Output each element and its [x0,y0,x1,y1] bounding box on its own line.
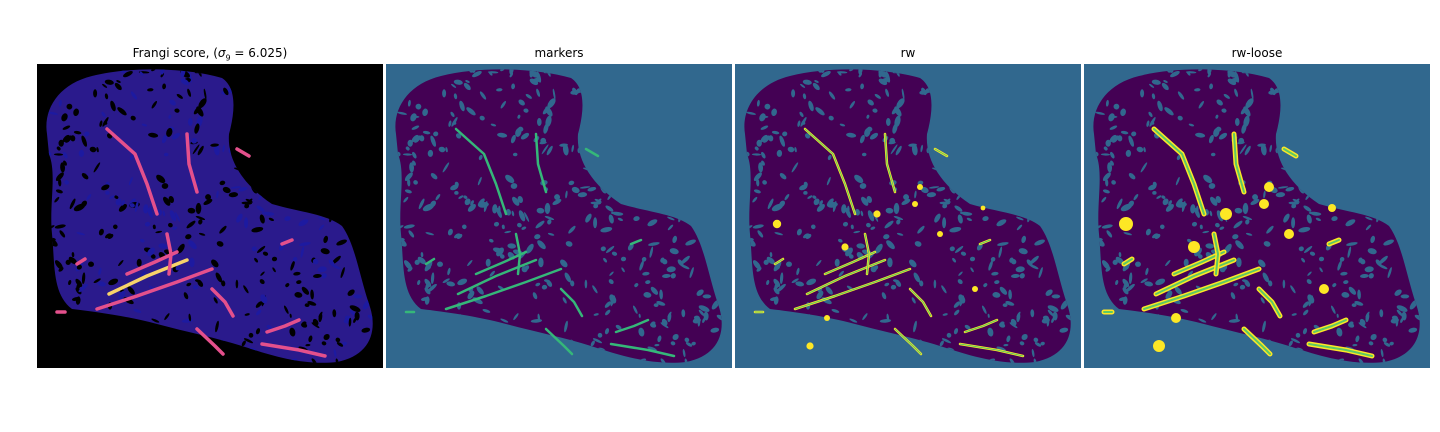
vessel-blob [912,201,918,207]
vessel-blob [772,219,782,229]
frangi-score-image [37,64,383,368]
vessel-segment [75,257,87,266]
vessel-segment-core [959,343,1024,357]
vessel-blob [1171,313,1181,323]
panel-title-markers: markers [534,46,584,60]
vessel-segment [210,287,235,318]
vessel-blob [841,243,849,251]
vessel-segment-core [894,328,922,355]
vessel-blob [824,315,830,321]
vessel-segment [559,287,584,318]
vessel-segment-core [1155,259,1235,295]
vessel-blob [980,205,986,211]
vessel-segment [280,238,294,246]
vessel-blob [1264,182,1274,192]
vessel-blob [873,210,881,218]
vessel-segment [260,342,327,358]
vessel-segment [424,257,436,266]
vessel-segment [185,132,199,194]
vessel-segments [55,127,327,358]
panel-title-rw: rw [900,46,916,60]
vessel-blob [1259,199,1269,209]
rw-loose-image [1084,64,1430,368]
rw-image [735,64,1081,368]
vessel-segment-core [1243,328,1271,355]
vessel-segment-core [1328,239,1340,245]
vessel-segments [404,127,676,358]
vessel-segment [107,258,189,296]
vessel-segment [584,147,600,158]
vessel-segment-core [774,258,784,265]
vessel-blob [1119,217,1133,231]
vessel-blob [937,231,943,237]
vessel-segment-core [1308,343,1373,357]
panel-title-frangi: Frangi score, (σ9 = 6.025) [132,46,288,63]
vessel-segment [105,127,159,216]
vessel-blob [1220,208,1232,220]
vessel-segment-core [934,148,948,157]
vessel-blob [806,342,814,350]
vessel-segment-core [794,268,911,310]
vessel-segment [456,258,538,296]
vessel-segment-core [909,288,932,317]
vessel-segment [609,342,676,358]
vessel-segment-core [1123,258,1133,265]
vessel-blob [1328,204,1336,212]
vessel-segment [629,238,643,246]
vessel-segment [544,327,574,356]
vessel-segment-core [1143,268,1260,310]
vessel-segment [195,327,225,356]
vessel-segment [444,267,563,311]
vessel-segment [614,318,650,334]
vessel-segment-core [1213,233,1219,275]
vessel-segment-core [1313,319,1347,333]
vessel-blob [1188,241,1200,253]
vessel-segment-core [1283,148,1297,157]
vessel-segment-core [884,133,896,193]
vessel-segments [1101,126,1375,359]
vessel-blob [1153,340,1165,352]
vessel-segment [534,132,548,194]
panel-title-rw-loose: rw-loose [1231,46,1283,60]
vessel-segment [265,318,301,334]
vessel-segment-core [804,128,856,215]
vessel-segment [514,232,522,276]
vessel-segment-core [1258,288,1281,317]
vessel-segment [165,232,173,276]
vessel-blob [917,184,923,190]
vessel-segment-core [1153,128,1205,215]
vessel-segment [95,267,214,311]
vessel-blob [1319,284,1329,294]
vessel-segment-core [979,239,991,245]
vessel-segment-core [806,259,886,295]
vessel-blob [1284,229,1294,239]
vessel-segments [753,127,1025,358]
vessel-segment [454,127,508,216]
markers-image [386,64,732,368]
vessel-segment [235,147,251,158]
vessel-segment-core [964,319,998,333]
vessel-segment-core [1233,133,1245,193]
vessel-blob [972,286,978,292]
vessel-segment-core [864,233,870,275]
